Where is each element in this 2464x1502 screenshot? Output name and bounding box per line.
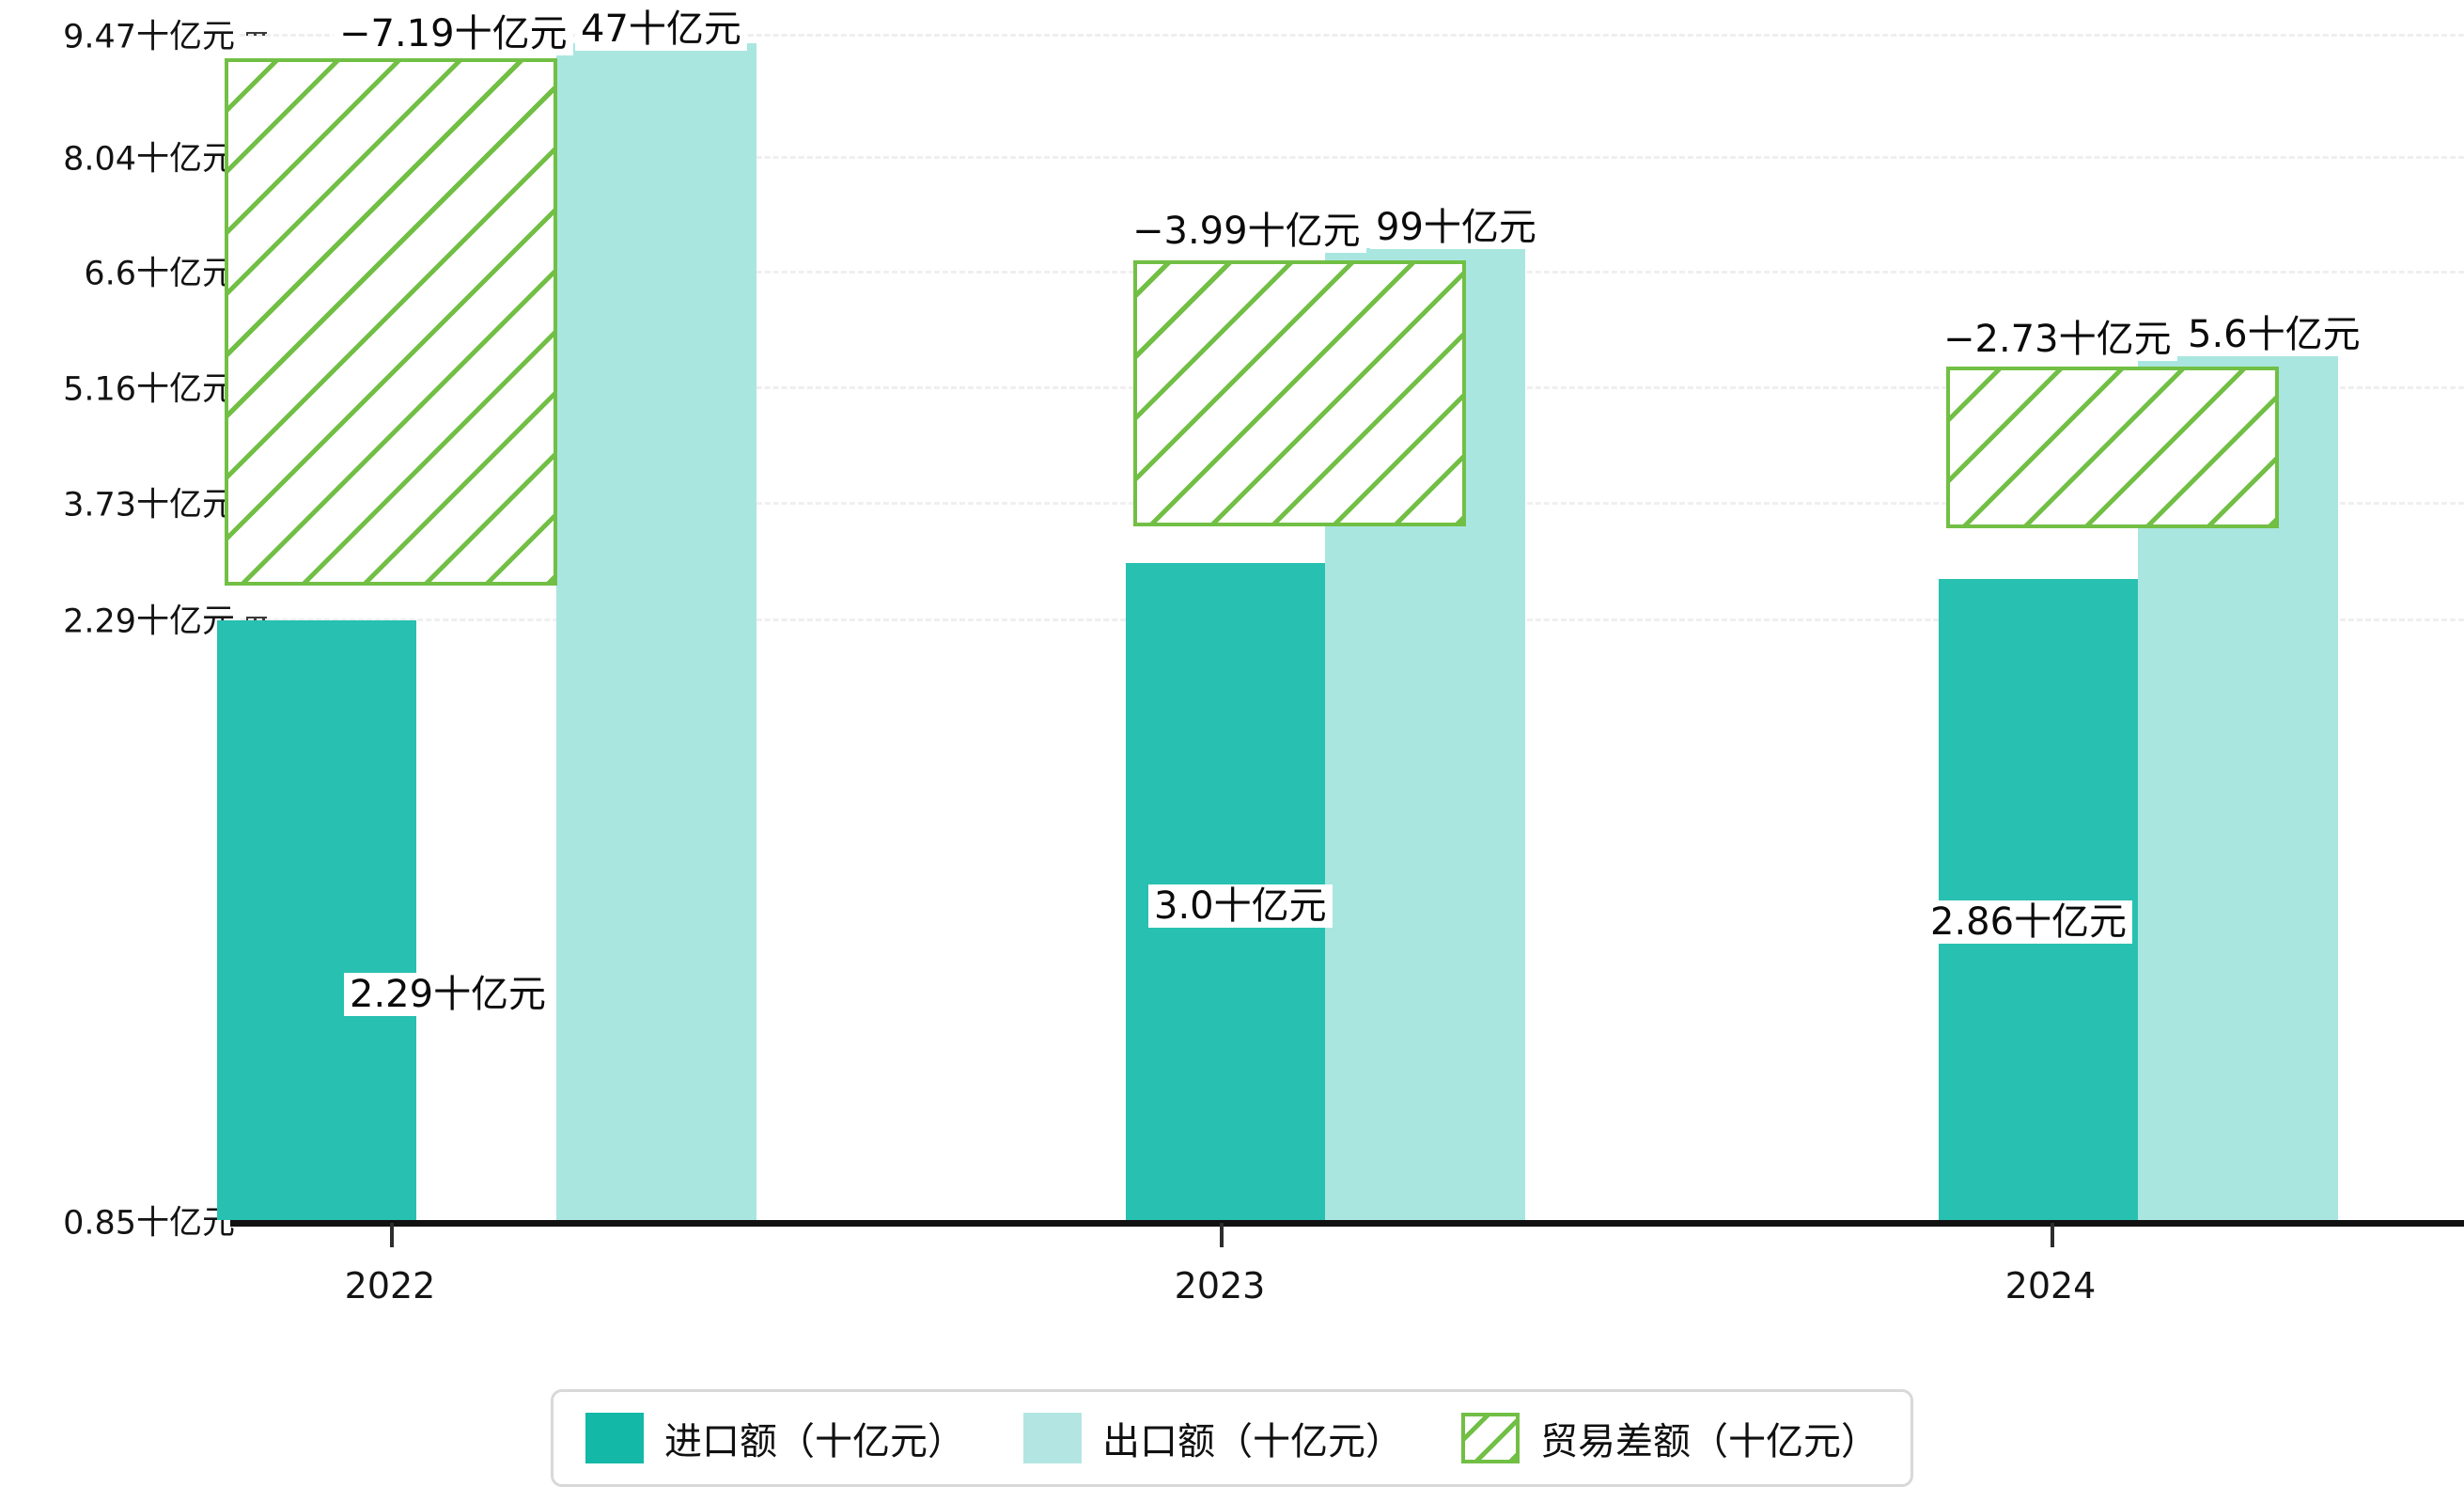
bar-diff-2023[interactable] bbox=[1133, 260, 1466, 526]
value-label-diff-2024: −2.73十亿元 bbox=[1938, 318, 2177, 361]
y-tick-label-0: 0.85十亿元 bbox=[63, 1204, 235, 1243]
bar-import-2024[interactable] bbox=[1939, 579, 2138, 1220]
value-label-diff-2023: −3.99十亿元 bbox=[1127, 210, 1366, 253]
legend-item-export[interactable]: 出口额（十亿元） bbox=[1023, 1411, 1403, 1465]
value-label-import-2023: 3.0十亿元 bbox=[1148, 884, 1333, 928]
legend-label-import: 进口额（十亿元） bbox=[664, 1420, 965, 1463]
gridline-8-04 bbox=[240, 156, 2464, 159]
x-tick-label-2024: 2024 bbox=[2004, 1265, 2097, 1306]
y-tick-label-1: 2.29十亿元 bbox=[63, 602, 235, 641]
bar-export-2022[interactable] bbox=[556, 43, 756, 1220]
y-tick-label-4: 6.6十亿元 bbox=[84, 255, 235, 293]
x-tick-label-2023: 2023 bbox=[1174, 1265, 1266, 1306]
legend-item-diff[interactable]: 贸易差额（十亿元） bbox=[1461, 1411, 1879, 1465]
bar-diff-2022[interactable] bbox=[225, 58, 557, 586]
x-tick-mark-2022 bbox=[390, 1223, 394, 1247]
value-label-import-2024: 2.86十亿元 bbox=[1925, 900, 2133, 944]
export-swatch-icon bbox=[1023, 1413, 1082, 1463]
x-axis-line bbox=[230, 1220, 2464, 1227]
legend-label-diff: 贸易差额（十亿元） bbox=[1540, 1420, 1879, 1463]
gridline-9-47 bbox=[240, 34, 2464, 37]
y-tick-label-5: 8.04十亿元 bbox=[63, 140, 235, 179]
value-label-export-2023: 99十亿元 bbox=[1370, 206, 1542, 249]
value-label-import-2022: 2.29十亿元 bbox=[344, 973, 553, 1016]
diff-hatch-swatch-icon bbox=[1461, 1413, 1520, 1463]
x-tick-mark-2023 bbox=[1220, 1223, 1224, 1247]
value-label-export-2024: 5.6十亿元 bbox=[2182, 313, 2366, 356]
bar-import-2022[interactable] bbox=[217, 620, 416, 1220]
x-tick-label-2022: 2022 bbox=[344, 1265, 436, 1306]
y-tick-label-6: 9.47十亿元 bbox=[63, 18, 235, 56]
bar-diff-2024[interactable] bbox=[1946, 367, 2279, 528]
import-swatch-icon bbox=[585, 1413, 644, 1463]
y-tick-label-3: 5.16十亿元 bbox=[63, 370, 235, 409]
chart-legend: 进口额（十亿元） 出口额（十亿元） 贸易差额（十亿元） bbox=[551, 1389, 1913, 1487]
value-label-export-2022: 47十亿元 bbox=[575, 8, 747, 51]
value-label-diff-2022: −7.19十亿元 bbox=[334, 12, 573, 55]
y-tick-label-2: 3.73十亿元 bbox=[63, 486, 235, 524]
legend-label-export: 出口额（十亿元） bbox=[1102, 1420, 1403, 1463]
legend-item-import[interactable]: 进口额（十亿元） bbox=[585, 1411, 965, 1465]
plot-area bbox=[217, 0, 2464, 1247]
x-tick-mark-2024 bbox=[2051, 1223, 2054, 1247]
